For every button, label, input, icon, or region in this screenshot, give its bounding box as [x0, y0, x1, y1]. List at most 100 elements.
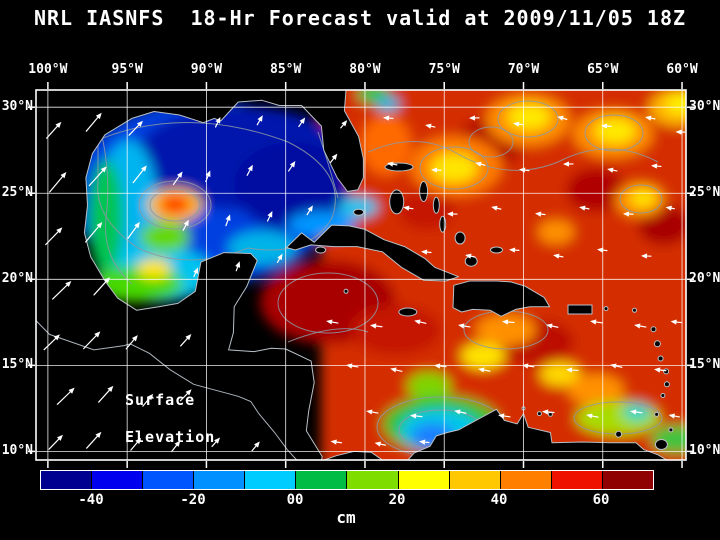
- margarita-island: [615, 430, 623, 438]
- colorbar-tick-label: 20: [388, 492, 406, 508]
- velocity-arrow: [601, 123, 612, 129]
- velocity-arrow: [403, 205, 414, 211]
- velocity-arrow: [421, 249, 432, 255]
- velocity-arrow: [383, 115, 394, 121]
- andros-island: [389, 189, 405, 215]
- colorbar-segment: [143, 471, 195, 489]
- st-vincent: [660, 393, 666, 398]
- colorbar-segment: [398, 471, 450, 489]
- velocity-arrow: [458, 323, 471, 329]
- velocity-arrow: [193, 267, 199, 278]
- trinidad-island: [654, 439, 668, 450]
- antigua: [650, 326, 657, 333]
- velocity-arrow: [85, 112, 102, 132]
- velocity-arrow: [48, 434, 63, 450]
- velocity-arrow: [85, 222, 103, 243]
- velocity-arrow: [434, 363, 447, 369]
- isla-juventud: [315, 246, 327, 254]
- acklins-island: [454, 231, 466, 245]
- lon-tick-label: 80°W: [349, 62, 381, 77]
- grid-lines: [36, 90, 686, 460]
- velocity-arrow: [205, 170, 211, 183]
- guadeloupe: [653, 340, 661, 348]
- st-lucia: [663, 381, 670, 388]
- velocity-arrow: [266, 211, 273, 222]
- velocity-arrow: [630, 409, 643, 415]
- velocity-arrow: [478, 367, 491, 373]
- velocity-arrow: [298, 117, 306, 128]
- lon-tick-label: 75°W: [428, 62, 460, 77]
- velocity-arrow: [522, 363, 535, 369]
- dominica: [657, 355, 664, 362]
- plot-title: NRL IASNFS 18-Hr Forecast valid at 2009/…: [33, 6, 687, 30]
- velocity-arrow: [454, 409, 467, 415]
- colorbar-segment: [602, 471, 653, 489]
- colorbar-tick-label: 00: [286, 492, 304, 508]
- land-mask: [36, 90, 674, 460]
- south-america-landmass: [322, 408, 668, 460]
- velocity-arrow: [597, 247, 608, 253]
- lat-tick-label: 25°N: [689, 185, 720, 201]
- colorbar-segment: [41, 471, 93, 489]
- velocity-arrow: [502, 319, 515, 325]
- colorbar-tick-label: -20: [180, 492, 206, 508]
- lon-tick-label: 100°W: [28, 62, 68, 77]
- velocity-arrow: [586, 413, 599, 419]
- velocity-arrow: [142, 393, 154, 407]
- velocity-arrow: [607, 167, 618, 173]
- velocity-arrow: [366, 409, 379, 415]
- velocity-arrow: [465, 253, 476, 259]
- velocity-arrow: [276, 253, 283, 263]
- colorbar-unit-label: cm: [336, 508, 356, 527]
- velocity-arrow: [132, 165, 147, 184]
- velocity-arrow: [83, 331, 101, 350]
- curacao: [536, 411, 542, 417]
- velocity-arrow: [251, 441, 260, 452]
- lat-tick-label: 30°N: [1, 99, 33, 115]
- velocity-arrow: [651, 163, 662, 169]
- lat-tick-label: 15°N: [689, 357, 720, 373]
- annotation-elevation: Elevation: [125, 428, 216, 446]
- colorbar-segment: [500, 471, 552, 489]
- velocity-arrow: [634, 323, 647, 329]
- velocity-arrow: [211, 437, 221, 448]
- velocity-arrow: [93, 277, 111, 296]
- velocity-arrow: [130, 437, 142, 451]
- velocity-vectors: [43, 112, 686, 453]
- colorbar-segment: [551, 471, 603, 489]
- long-island-bahamas: [439, 215, 447, 233]
- turks-caicos: [490, 246, 503, 254]
- lon-tick-label: 85°W: [270, 62, 302, 77]
- tobago: [668, 427, 674, 433]
- velocity-arrow: [475, 161, 486, 167]
- velocity-arrow: [128, 120, 143, 136]
- velocity-arrow: [563, 161, 574, 167]
- velocity-arrow: [182, 219, 189, 231]
- bonaire: [547, 411, 553, 417]
- velocity-arrow: [410, 413, 423, 419]
- lat-tick-label: 30°N: [689, 99, 720, 115]
- velocity-arrow: [330, 439, 343, 445]
- velocity-arrow: [542, 409, 555, 415]
- puerto-rico-island: [567, 304, 593, 315]
- velocity-arrow: [171, 440, 181, 453]
- velocity-arrow: [288, 161, 296, 172]
- velocity-arrow: [641, 253, 652, 259]
- velocity-arrow: [370, 323, 383, 329]
- velocity-arrow: [98, 385, 114, 403]
- lat-tick-label: 25°N: [1, 185, 33, 201]
- colorbar-segment: [92, 471, 144, 489]
- lon-tick-label: 70°W: [507, 62, 540, 77]
- velocity-arrow: [654, 367, 667, 373]
- velocity-arrow: [610, 363, 623, 369]
- martinique: [663, 368, 670, 375]
- velocity-arrow: [326, 319, 339, 325]
- lat-tick-label: 10°N: [1, 443, 33, 459]
- velocity-arrow: [509, 247, 520, 253]
- colorbar-segment: [245, 471, 297, 489]
- velocity-arrow: [88, 166, 107, 187]
- velocity-arrow: [125, 335, 138, 350]
- velocity-arrow: [491, 205, 502, 211]
- velocity-arrow: [469, 115, 480, 121]
- velocity-arrow: [566, 367, 579, 373]
